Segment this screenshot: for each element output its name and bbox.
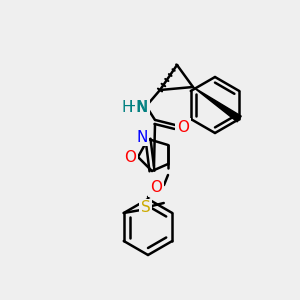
Text: N: N: [136, 100, 148, 115]
Text: O: O: [150, 181, 162, 196]
Polygon shape: [193, 87, 241, 122]
Text: H: H: [121, 100, 133, 115]
Text: H: H: [128, 100, 140, 115]
Text: O: O: [124, 149, 136, 164]
Text: O: O: [177, 119, 189, 134]
Text: N: N: [136, 130, 148, 145]
Text: S: S: [141, 200, 151, 215]
Text: N: N: [135, 100, 147, 115]
